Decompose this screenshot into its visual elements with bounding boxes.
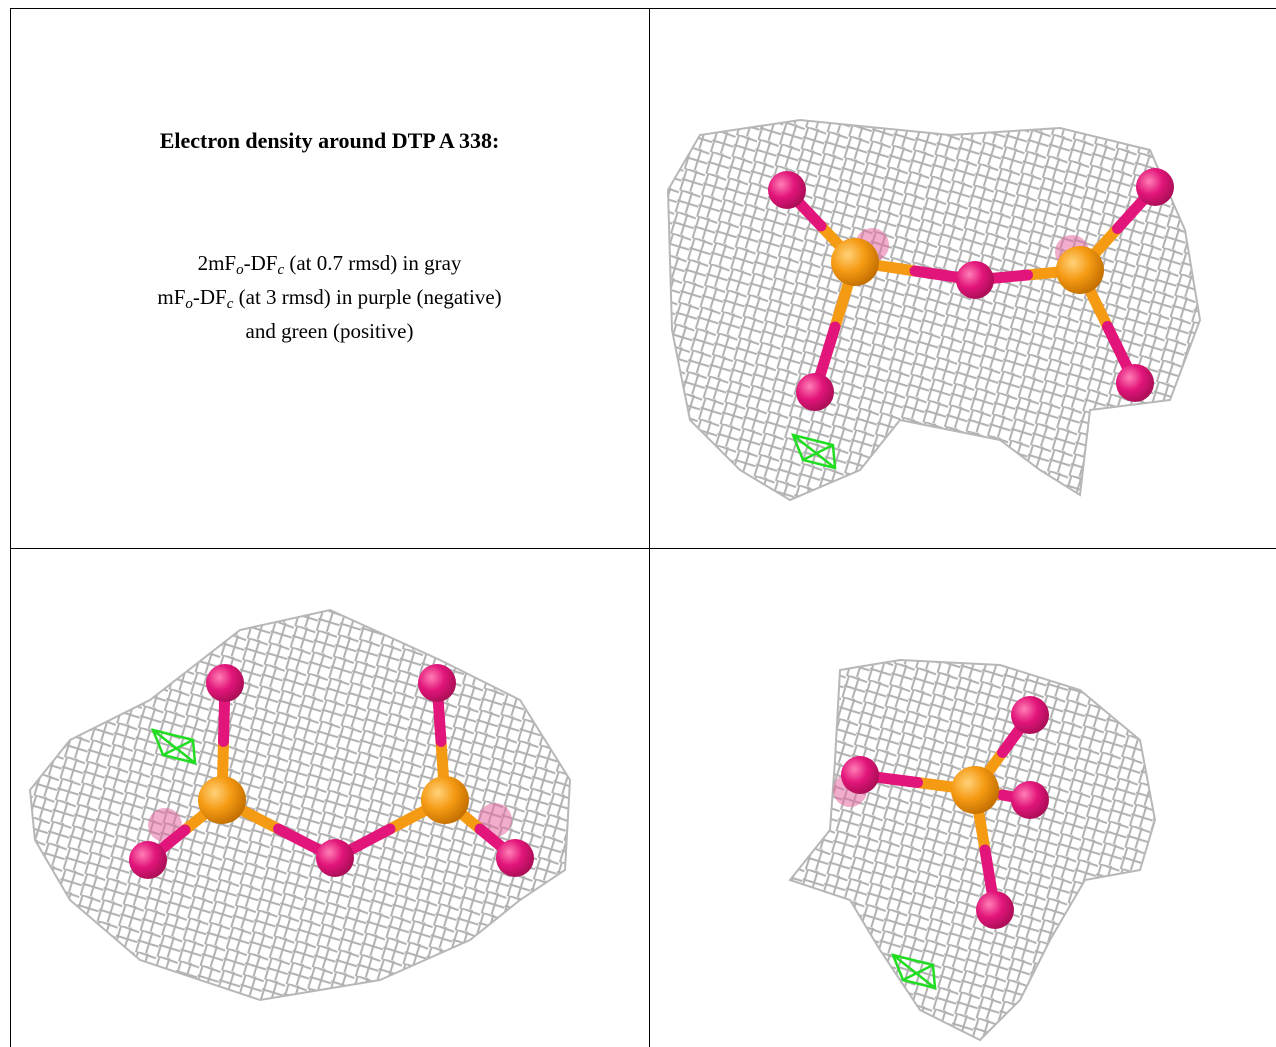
figure-page: Electron density around DTP A 338: 2mFo-… [0,0,1276,1047]
legend-text: 2mF [198,251,237,275]
oxygen-atom [316,839,354,877]
phosphorus-atom [1056,246,1104,294]
oxygen-atom [1011,781,1049,819]
oxygen-atom [129,841,167,879]
legend-text: and green (positive) [246,319,414,343]
phosphorus-atom [831,238,879,286]
oxygen-atom [1011,696,1049,734]
oxygen-atom [796,373,834,411]
oxygen-atom [496,839,534,877]
oxygen-atom [206,664,244,702]
subscript: o [236,262,244,278]
oxygen-atom [768,171,806,209]
legend-text: (at 3 rmsd) in purple (negative) [233,285,501,309]
density-mesh [668,120,1200,500]
oxygen-atom [956,261,994,299]
subscript: o [185,296,193,312]
phosphorus-atom [198,776,246,824]
oxygen-atom [418,664,456,702]
legend-line: 2mFo-DFc (at 0.7 rmsd) in gray [10,246,649,280]
title: Electron density around DTP A 338: [10,128,649,154]
oxygen-atom [1116,364,1154,402]
oxygen-atom [841,756,879,794]
legend-line: and green (positive) [10,314,649,348]
legend-text: -DF [244,251,278,275]
density-mesh [790,660,1155,1040]
legend-text: -DF [193,285,227,309]
figure-art [0,0,1276,1047]
oxygen-atom [976,891,1014,929]
legend-text: (at 0.7 rmsd) in gray [284,251,461,275]
legend-text: mF [157,285,185,309]
phosphorus-atom [951,766,999,814]
oxygen-atom [1136,168,1174,206]
legend-line: mFo-DFc (at 3 rmsd) in purple (negative) [10,280,649,314]
phosphorus-atom [421,776,469,824]
